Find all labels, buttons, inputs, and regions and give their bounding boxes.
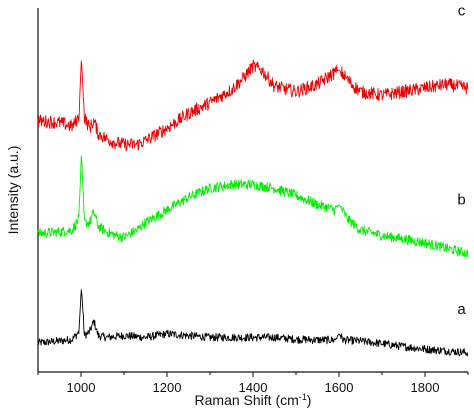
spectrum-traces	[37, 59, 469, 357]
trace-label-c: c	[458, 2, 466, 19]
plot-area: 1000 1200 1400 1600 1800 a b c	[37, 2, 469, 395]
x-tick-label: 1600	[325, 380, 354, 395]
trace-label-a: a	[457, 301, 466, 318]
spectrum-a	[37, 289, 469, 357]
x-axis-ticks: 1000 1200 1400 1600 1800	[37, 372, 469, 395]
x-tick-label: 1000	[67, 380, 96, 395]
x-tick-label: 1400	[239, 380, 268, 395]
x-tick-label: 1200	[153, 380, 182, 395]
trace-label-b: b	[457, 192, 465, 209]
y-axis-title: Intensity (a.u.)	[5, 146, 21, 235]
trace-labels: a b c	[457, 2, 466, 317]
x-axis-title: Raman Shift (cm-1)	[195, 392, 312, 408]
spectrum-c	[37, 59, 469, 152]
x-tick-label: 1800	[411, 380, 440, 395]
spectrum-b	[37, 155, 469, 258]
